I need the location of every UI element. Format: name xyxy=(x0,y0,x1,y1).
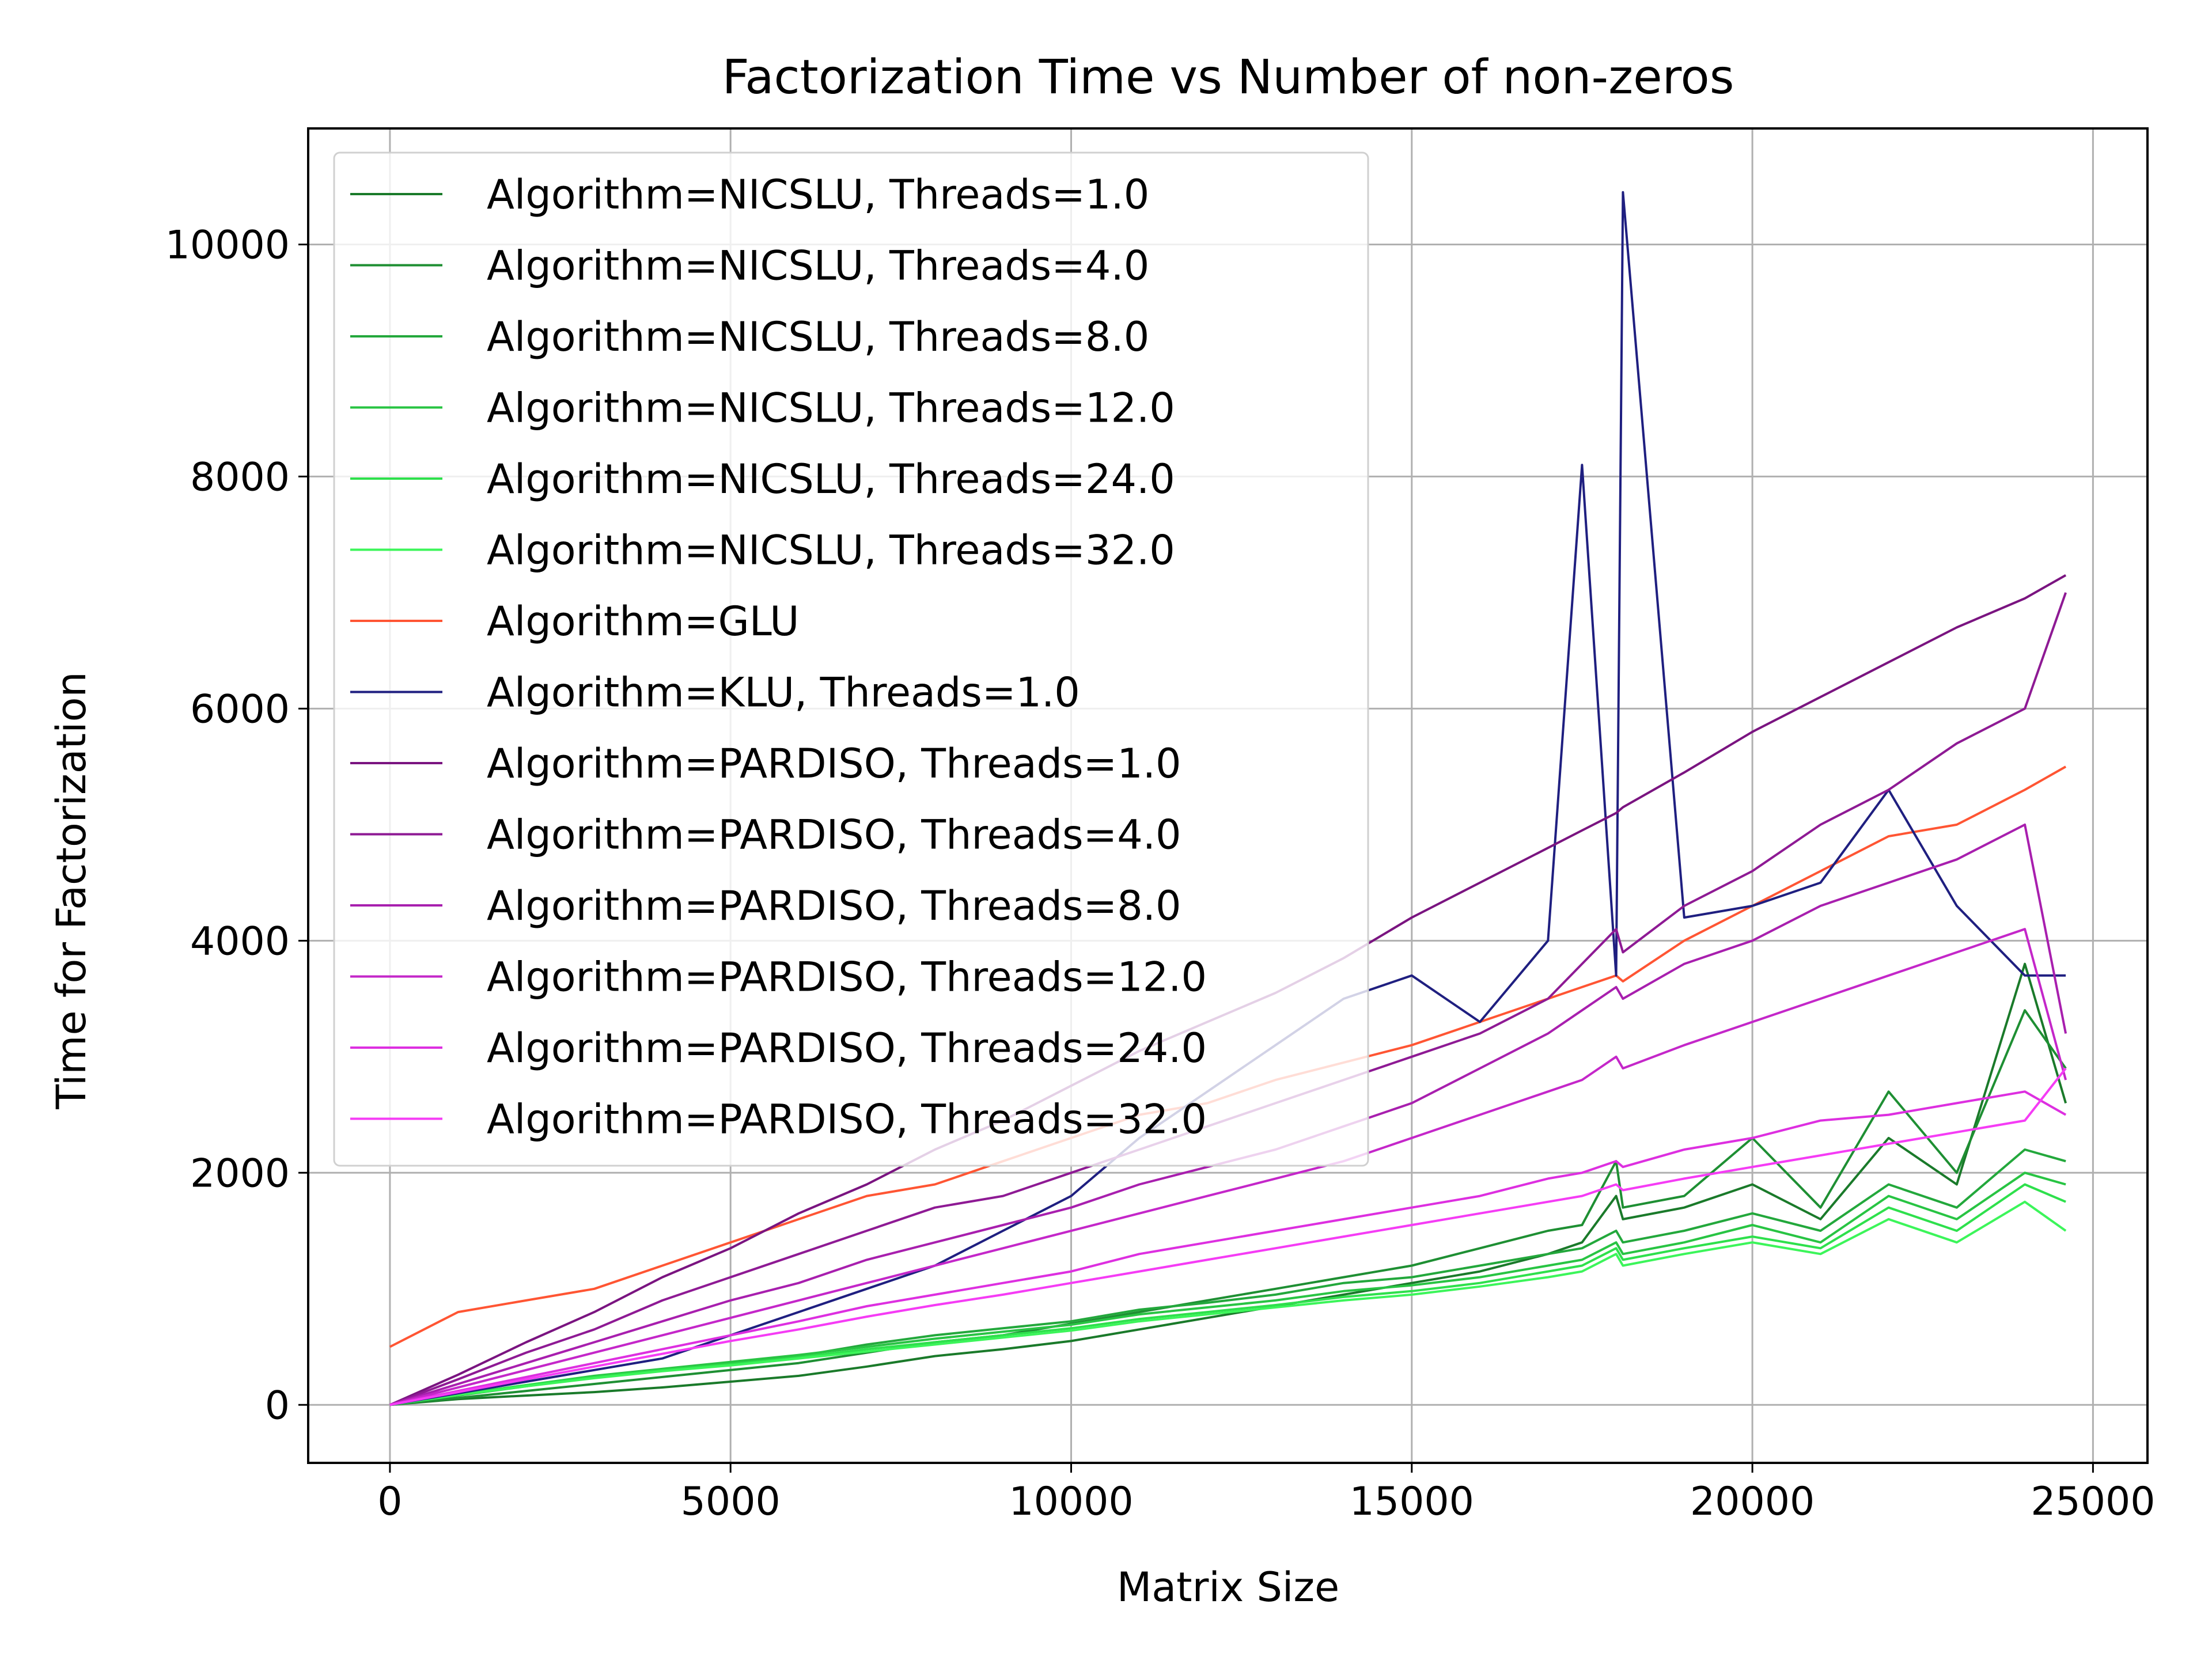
legend-entry-label: Algorithm=PARDISO, Threads=12.0 xyxy=(487,954,1207,1001)
x-axis-label: Matrix Size xyxy=(1117,1564,1339,1611)
legend: Algorithm=NICSLU, Threads=1.0 Algorithm=N… xyxy=(333,151,1369,1167)
y-axis-label: Time for Factorization xyxy=(48,672,95,1110)
y-tick-label: 6000 xyxy=(190,687,290,732)
legend-entry-label: Algorithm=PARDISO, Threads=1.0 xyxy=(487,740,1181,787)
plot-area-frame xyxy=(307,127,2149,1464)
y-tick-label: 10000 xyxy=(165,222,290,268)
legend-entry-label: Algorithm=PARDISO, Threads=32.0 xyxy=(487,1096,1207,1143)
series-line-3 xyxy=(389,1171,2066,1406)
legend-box xyxy=(333,151,1369,1167)
legend-entry-label: Algorithm=GLU xyxy=(487,598,799,645)
x-tick-label: 10000 xyxy=(1009,1479,1133,1525)
legend-entry-label: Algorithm=PARDISO, Threads=24.0 xyxy=(487,1025,1207,1072)
x-tick-label: 0 xyxy=(377,1479,402,1525)
axis-ticks: 0 5000 10000 15000 20000 25000 0 2000 4000 6000 80… xyxy=(165,222,2156,1525)
y-tick-label: 2000 xyxy=(190,1151,290,1196)
x-tick-label: 20000 xyxy=(1690,1479,1815,1525)
y-tick-label: 8000 xyxy=(190,454,290,500)
legend-entry-label: Algorithm=NICSLU, Threads=12.0 xyxy=(487,385,1175,432)
legend-entry-label: Algorithm=NICSLU, Threads=24.0 xyxy=(487,456,1175,503)
legend-entry-label: Algorithm=NICSLU, Threads=32.0 xyxy=(487,527,1175,574)
chart-title: Factorization Time vs Number of non-zero… xyxy=(722,50,1734,105)
legend-entry-label: Algorithm=NICSLU, Threads=1.0 xyxy=(487,171,1149,218)
series-line-12 xyxy=(389,1090,2067,1406)
legend-entry-label: Algorithm=PARDISO, Threads=4.0 xyxy=(487,811,1181,859)
series-line-4 xyxy=(389,1183,2066,1406)
x-tick-label: 5000 xyxy=(681,1479,781,1525)
series-line-13 xyxy=(389,1067,2067,1406)
series-line-11 xyxy=(389,928,2067,1406)
legend-entry-label: Algorithm=NICSLU, Threads=8.0 xyxy=(487,313,1149,361)
series-line-5 xyxy=(389,1200,2067,1406)
legend-entry-label: Algorithm=NICSLU, Threads=4.0 xyxy=(487,242,1149,290)
x-tick-label: 15000 xyxy=(1350,1479,1474,1525)
legend-entry-label: Algorithm=KLU, Threads=1.0 xyxy=(487,669,1080,716)
x-tick-label: 25000 xyxy=(2031,1479,2155,1525)
y-tick-label: 0 xyxy=(265,1383,290,1428)
series-line-1 xyxy=(389,1009,2067,1406)
legend-entry-label: Algorithm=PARDISO, Threads=8.0 xyxy=(487,882,1181,930)
y-tick-label: 4000 xyxy=(190,919,290,964)
